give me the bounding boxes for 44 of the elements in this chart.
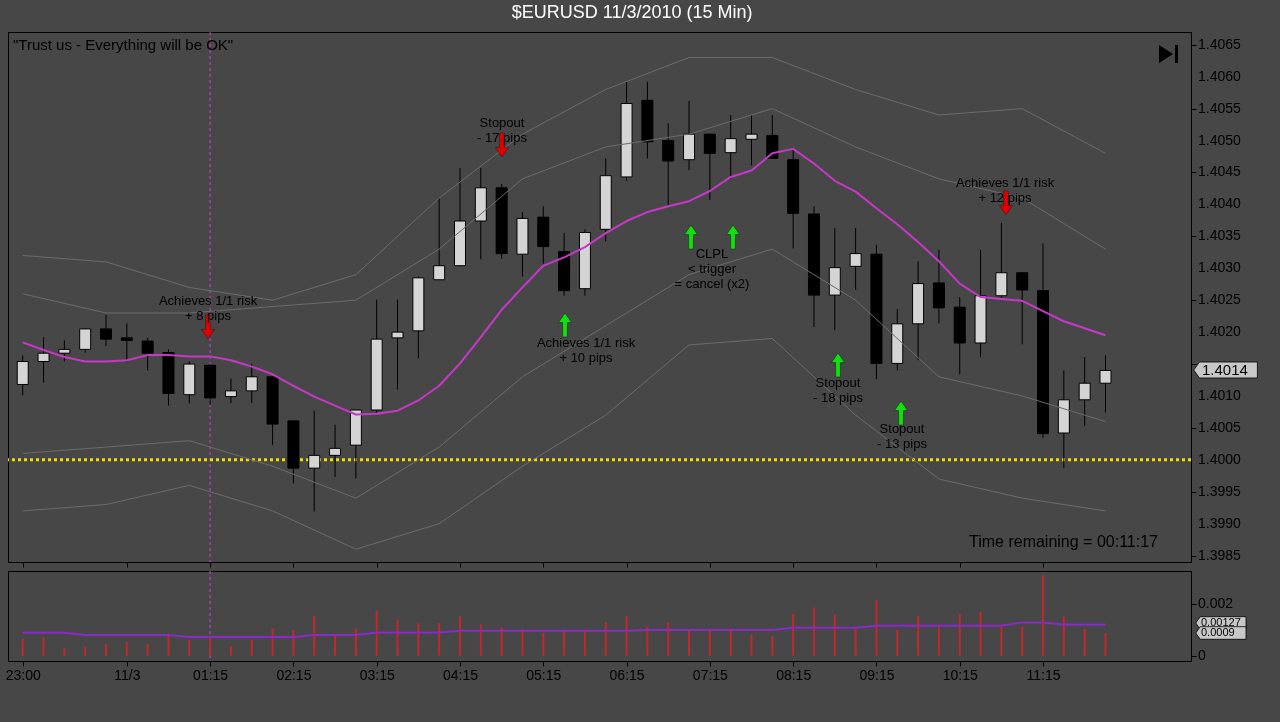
x-tick-label: 03:15 — [359, 666, 395, 683]
annotation: "Trust us - Everything will be OK" — [13, 36, 234, 53]
x-tick-label: 02:15 — [276, 666, 312, 683]
x-tick-label: 06:15 — [609, 666, 645, 683]
y-tick-label: 1.4005 — [1198, 418, 1242, 435]
y-tick-label: 1.4000 — [1198, 450, 1242, 467]
y-tick-label: 1.3985 — [1198, 546, 1242, 563]
x-tick-label: 05:15 — [526, 666, 562, 683]
x-tick-label: 04:15 — [442, 666, 479, 683]
y-tick-label: 1.4020 — [1198, 323, 1242, 340]
y-tick-label: 1.4060 — [1198, 67, 1242, 84]
x-tick-label: 11/3 — [114, 666, 141, 683]
y-tick-label: 1.4030 — [1198, 259, 1242, 276]
text: 0.0009 — [1201, 626, 1235, 638]
annotation: Achieves 1/1 risk + 12 pips — [955, 175, 1055, 205]
y-tick-label: 1.3990 — [1198, 514, 1242, 531]
text: 1.4014 — [1202, 361, 1248, 378]
y-tick-label: 1.4045 — [1198, 163, 1242, 180]
y-tick-label: 1.4040 — [1198, 195, 1242, 212]
y-tick-label: 0.002 — [1198, 594, 1234, 611]
y-tick-label: 0 — [1198, 646, 1206, 663]
y-tick-label: 1.4065 — [1198, 35, 1242, 52]
y-tick-label: 1.4050 — [1198, 131, 1242, 148]
x-tick-label: 08:15 — [776, 666, 812, 683]
chart-title: $EURUSD 11/3/2010 (15 Min) — [511, 2, 753, 22]
annotation: Achieves 1/1 risk + 10 pips — [536, 335, 636, 365]
annotation: Stopout - 17 pips — [477, 115, 528, 145]
annotation: Stopout - 18 pips — [813, 375, 864, 405]
text: 0.00127 — [1201, 616, 1241, 628]
x-tick-label: 23:00 — [5, 666, 41, 683]
annotation: Stopout - 13 pips — [877, 421, 928, 451]
y-tick-label: 1.3995 — [1198, 482, 1242, 499]
y-tick-label: 1.4010 — [1198, 386, 1242, 403]
y-tick-label: 1.4035 — [1198, 227, 1242, 244]
y-tick-label: 1.4055 — [1198, 99, 1242, 116]
x-tick-label: 01:15 — [193, 666, 229, 683]
x-tick-label: 07:15 — [692, 666, 729, 683]
y-tick-label: 1.4025 — [1198, 291, 1242, 308]
annotation: CLPL < trigger = cancel (x2) — [674, 246, 750, 291]
annotation: Achieves 1/1 risk + 8 pips — [158, 293, 258, 323]
x-tick-label: 09:15 — [859, 666, 895, 683]
x-tick-label: 10:15 — [942, 666, 978, 683]
annotation: Time remaining = 00:11:17 — [969, 533, 1159, 550]
x-tick-label: 11:15 — [1026, 666, 1061, 683]
